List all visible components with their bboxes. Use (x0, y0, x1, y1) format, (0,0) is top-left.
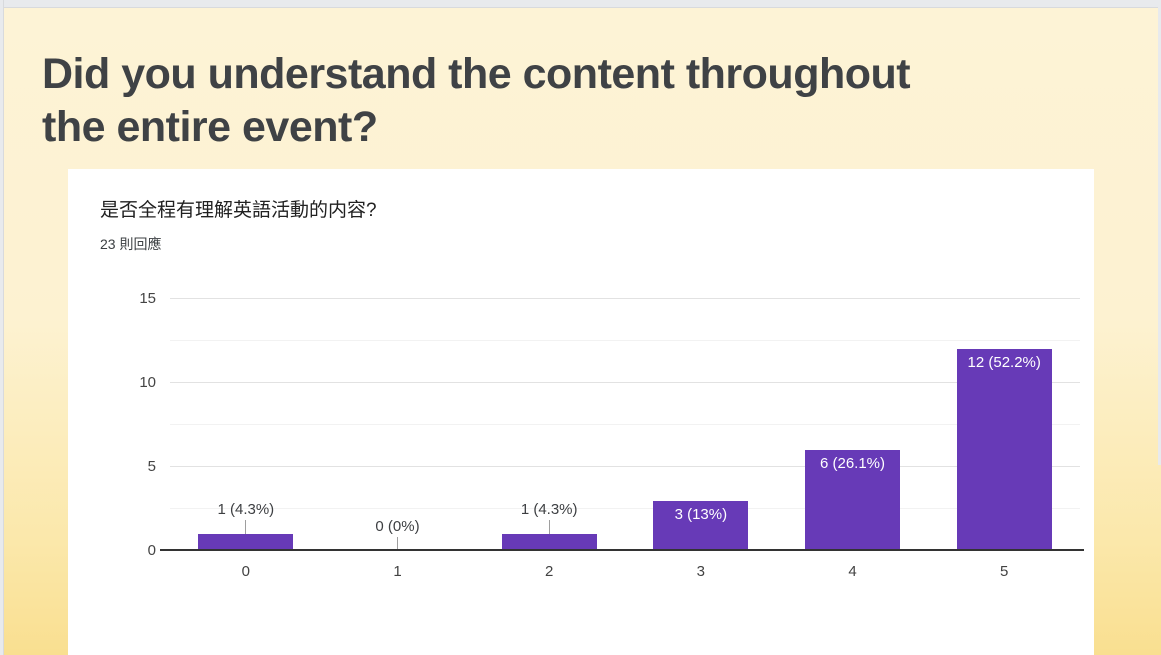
viewport-frame-top (0, 0, 1161, 8)
slide-title-line-2: the entire event? (42, 103, 378, 151)
y-tick-label: 0 (147, 542, 156, 559)
gridline (170, 298, 1080, 299)
x-axis-labels: 0 1 2 3 4 5 (170, 563, 1080, 580)
y-tick-label: 10 (139, 374, 156, 391)
bar-value-label: 6 (26.1%) (819, 455, 886, 472)
bar-slot: 3 (13%) (625, 299, 777, 551)
bar: 3 (13%) (653, 501, 749, 551)
bar-chart: 1 (4.3%) 0 (0%) 1 (4.3%) 3 (13%) 6 (26.1%) 12… (68, 169, 1094, 655)
bar: 6 (26.1%) (805, 450, 901, 551)
x-tick-label: 1 (393, 563, 402, 580)
bar (198, 534, 294, 551)
gridline (170, 508, 1080, 509)
bar-value-label: 1 (4.3%) (217, 501, 275, 518)
bar: 12 (52.2%) (956, 349, 1052, 551)
slide-canvas: Did you understand the content throughou… (4, 8, 1161, 655)
label-connector-line (548, 520, 550, 534)
slide-title: Did you understand the content throughou… (42, 48, 1122, 154)
x-tick-label: 2 (545, 563, 554, 580)
viewport-frame-right (1158, 0, 1161, 465)
bar-slot: 6 (26.1%) (777, 299, 929, 551)
bar-value-label: 1 (4.3%) (520, 501, 578, 518)
x-axis-line (160, 549, 1084, 551)
gridline (170, 424, 1080, 425)
bar-value-label: 12 (52.2%) (967, 354, 1041, 371)
bar (501, 534, 597, 551)
y-tick-label: 15 (139, 290, 156, 307)
bar-slot: 1 (4.3%) (473, 299, 625, 551)
x-tick-label: 0 (241, 563, 250, 580)
x-tick-label: 4 (848, 563, 857, 580)
x-tick-label: 5 (1000, 563, 1009, 580)
y-tick-label: 5 (147, 458, 156, 475)
chart-card: 是否全程有理解英語活動的内容? 23 則回應 1 (4.3%) 0 (0%) 1 (… (68, 169, 1094, 655)
bar-value-label: 3 (13%) (674, 506, 728, 523)
gridline (170, 382, 1080, 383)
bar-slot: 12 (52.2%) (928, 299, 1080, 551)
bar-value-label: 0 (0%) (375, 518, 420, 535)
gridline (170, 340, 1080, 341)
grid-layer (170, 298, 1080, 551)
responses-count: 23 則回應 (100, 236, 162, 252)
slots-layer: 1 (4.3%) 0 (0%) 1 (4.3%) 3 (13%) 6 (26.1%) 12… (170, 299, 1080, 551)
chart-question-title: 是否全程有理解英語活動的内容? (100, 200, 377, 221)
label-connector-line (245, 520, 247, 534)
plot-area: 1 (4.3%) 0 (0%) 1 (4.3%) 3 (13%) 6 (26.1%) 12… (160, 298, 1084, 551)
gridline (170, 466, 1080, 467)
x-tick-label: 3 (696, 563, 706, 580)
viewport-frame-left (0, 0, 4, 655)
slide-title-line-1: Did you understand the content throughou… (42, 50, 911, 98)
bar-slot: 0 (0%) (322, 299, 474, 551)
label-connector-line (397, 537, 398, 551)
bar-slot: 1 (4.3%) (170, 299, 322, 551)
